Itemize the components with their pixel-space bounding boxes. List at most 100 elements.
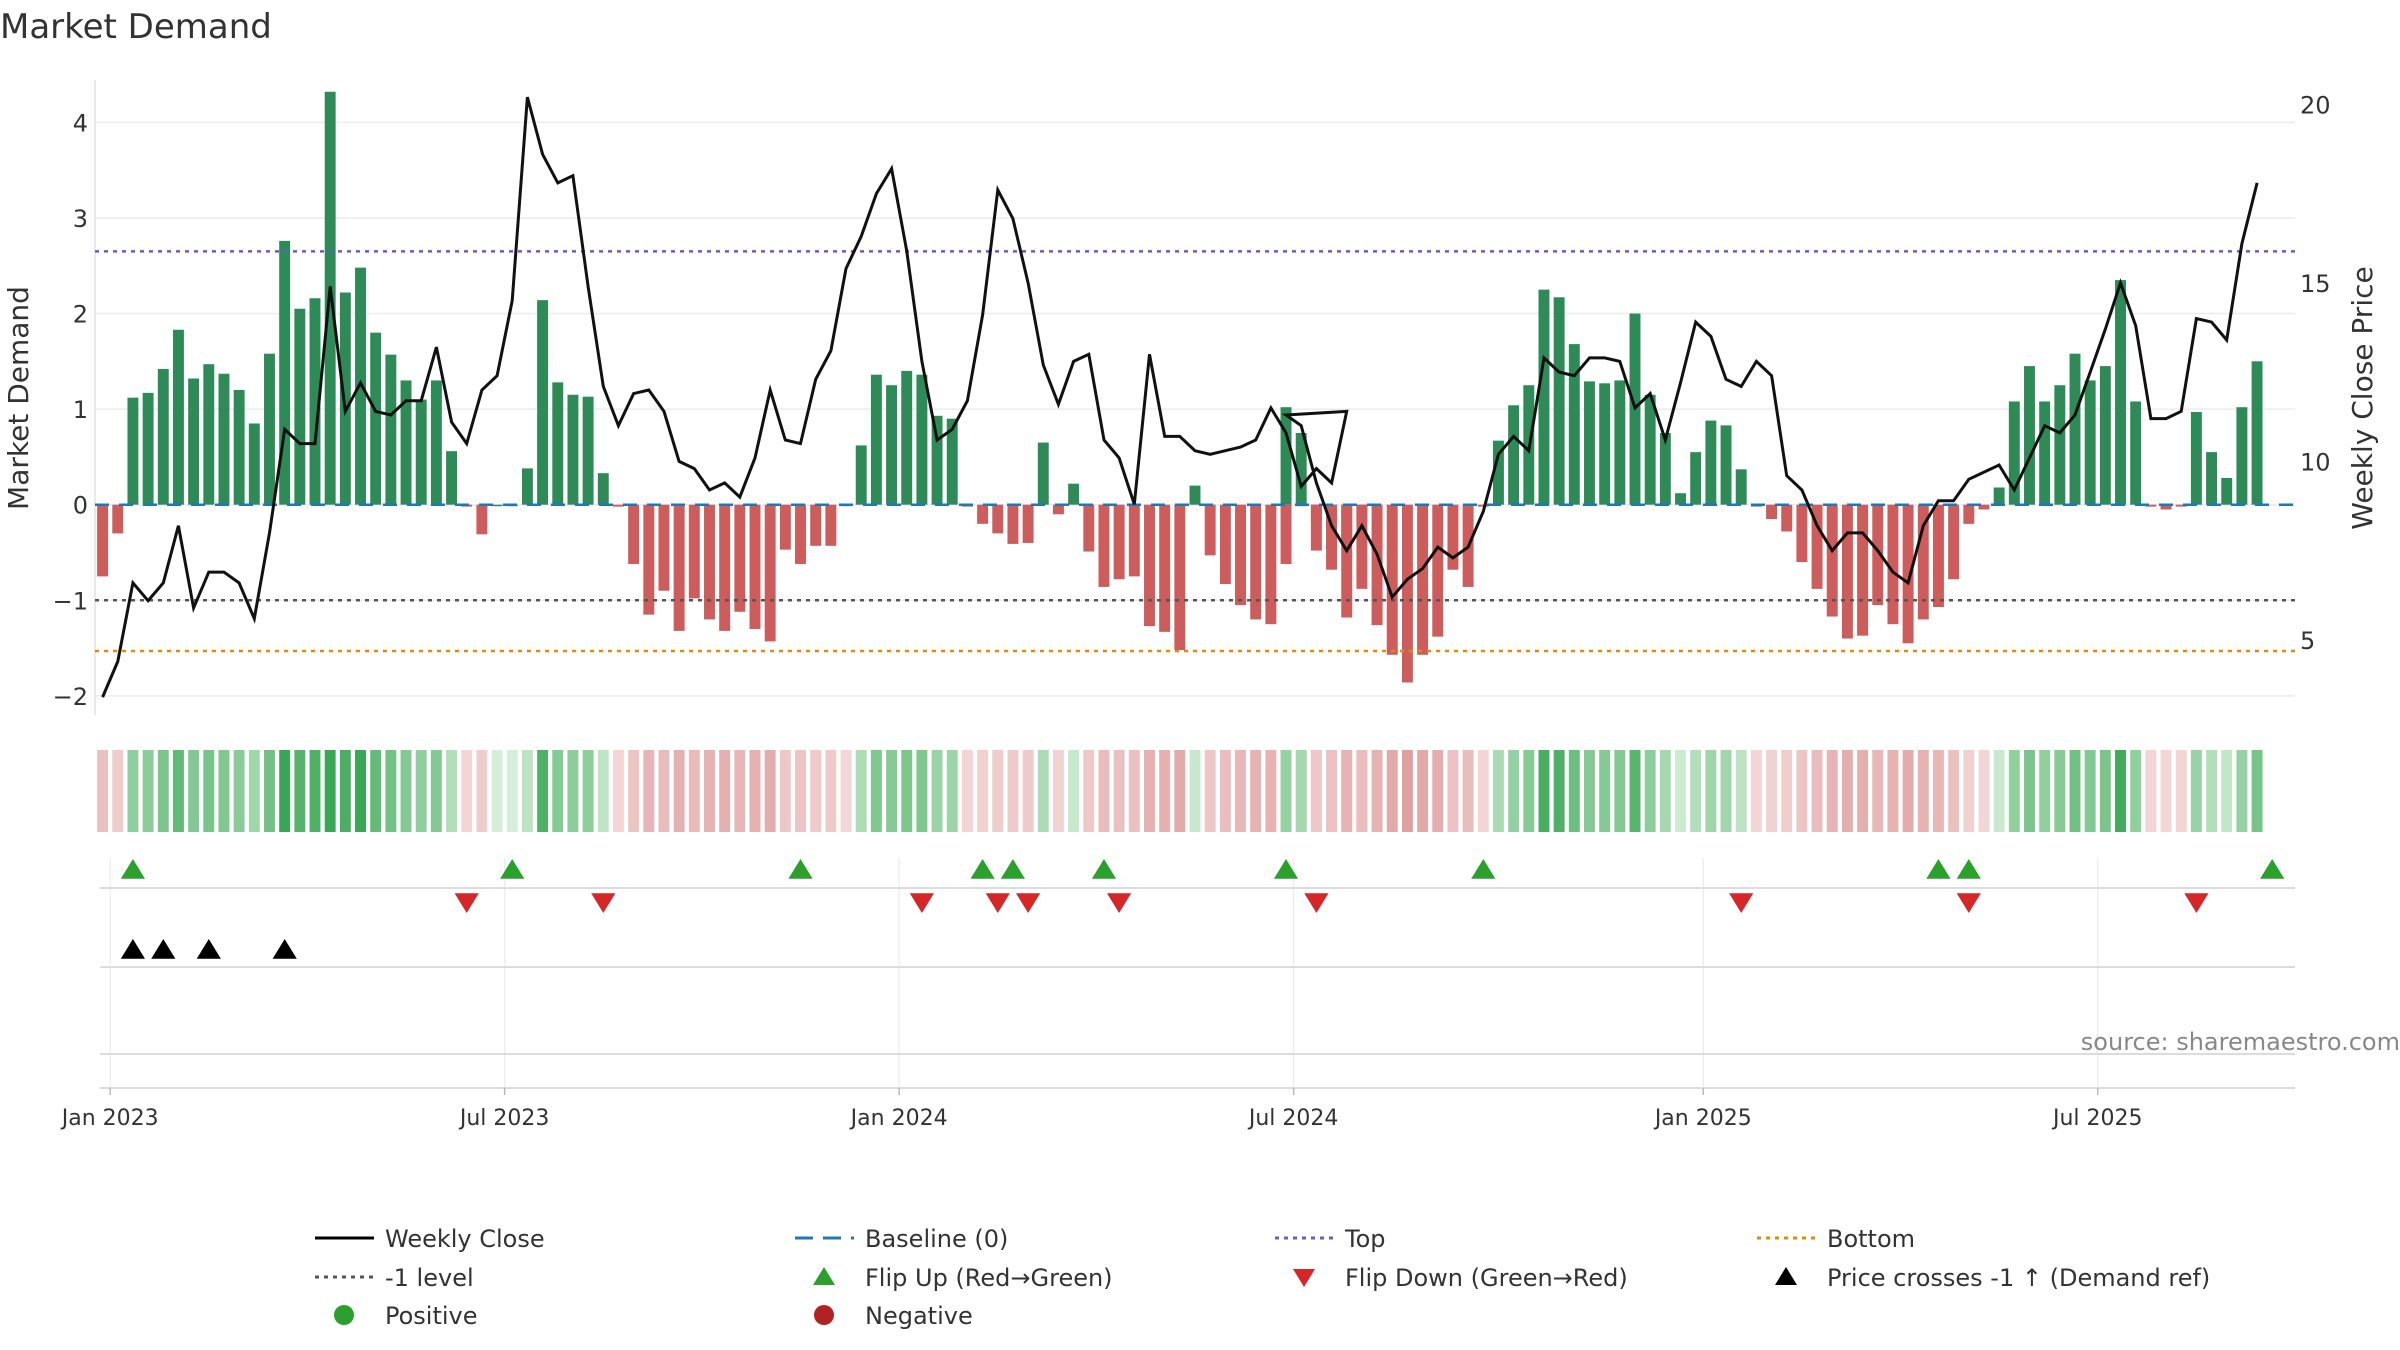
demand-strip-cell bbox=[643, 750, 655, 832]
demand-bar bbox=[1295, 433, 1307, 505]
demand-bar bbox=[1735, 469, 1747, 505]
legend-label: Price crosses -1 ↑ (Demand ref) bbox=[1827, 1264, 2210, 1292]
x-tick-label: Jul 2025 bbox=[2051, 1106, 2143, 1131]
demand-strip-cell bbox=[1553, 750, 1565, 832]
demand-bar bbox=[719, 504, 731, 631]
flip-down-marker bbox=[1304, 893, 1329, 913]
demand-bar bbox=[1417, 504, 1429, 655]
demand-bar bbox=[582, 396, 594, 505]
demand-bars bbox=[97, 91, 2263, 683]
demand-strip-cell bbox=[1265, 750, 1277, 832]
demand-bar bbox=[112, 504, 124, 534]
demand-bar bbox=[931, 415, 943, 505]
demand-bar bbox=[1690, 452, 1702, 505]
demand-strip-cell bbox=[1690, 750, 1702, 832]
demand-strip-cell bbox=[779, 750, 791, 832]
legend-item: Bottom bbox=[1757, 1225, 1915, 1253]
demand-strip-cell bbox=[673, 750, 685, 832]
demand-bar bbox=[385, 354, 397, 505]
demand-strip-cell bbox=[825, 750, 837, 832]
demand-strip-cell bbox=[1447, 750, 1459, 832]
demand-bar bbox=[1280, 504, 1292, 564]
demand-bar bbox=[1614, 380, 1626, 505]
flip-up-marker bbox=[1926, 859, 1951, 879]
demand-strip-cell bbox=[491, 750, 503, 832]
demand-bar bbox=[1386, 504, 1398, 655]
demand-bar bbox=[855, 445, 867, 505]
demand-strip-cell bbox=[1568, 750, 1580, 832]
y-tick-label: 1 bbox=[73, 396, 88, 424]
flip-down-marker bbox=[1107, 893, 1132, 913]
demand-strip-cell bbox=[1659, 750, 1671, 832]
price-cross-marker bbox=[151, 939, 176, 959]
demand-bar bbox=[825, 504, 837, 546]
flip-up-marker bbox=[120, 859, 145, 879]
legend-item: Price crosses -1 ↑ (Demand ref) bbox=[1775, 1264, 2210, 1292]
demand-strip-cell bbox=[2084, 750, 2096, 832]
demand-strip-cell bbox=[855, 750, 867, 832]
demand-strip-cell bbox=[2069, 750, 2081, 832]
demand-strip-cell bbox=[1796, 750, 1808, 832]
demand-bar bbox=[2069, 353, 2081, 505]
demand-bar bbox=[688, 504, 700, 599]
demand-strip-cell bbox=[157, 750, 169, 832]
demand-strip-cell bbox=[1417, 750, 1429, 832]
demand-bar bbox=[1659, 433, 1671, 505]
demand-strip-cell bbox=[1401, 750, 1413, 832]
demand-bar bbox=[992, 504, 1004, 534]
legend-label: -1 level bbox=[385, 1264, 474, 1292]
demand-strip-cell bbox=[1841, 750, 1853, 832]
demand-strip-cell bbox=[476, 750, 488, 832]
demand-strip-cell bbox=[430, 750, 442, 832]
y2-tick-label: 5 bbox=[2300, 627, 2315, 655]
demand-bar bbox=[430, 380, 442, 505]
legend-swatch bbox=[1775, 1267, 1797, 1285]
y-tick-label: 0 bbox=[73, 492, 88, 520]
demand-strip-cell bbox=[1811, 750, 1823, 832]
legend-item: Weekly Close bbox=[315, 1225, 545, 1253]
flip-down-marker bbox=[1016, 893, 1041, 913]
demand-bar bbox=[1857, 504, 1869, 636]
demand-bar bbox=[1128, 504, 1140, 577]
demand-strip-cell bbox=[2115, 750, 2126, 832]
legend-item: Top bbox=[1275, 1225, 1386, 1253]
demand-bar bbox=[1447, 504, 1459, 570]
demand-strip-cell bbox=[719, 750, 731, 832]
demand-bar bbox=[476, 504, 488, 535]
demand-strip-cell bbox=[172, 750, 184, 832]
demand-bar bbox=[612, 504, 624, 507]
demand-strip-cell bbox=[1310, 750, 1322, 832]
demand-bar bbox=[264, 353, 275, 505]
demand-bar bbox=[309, 298, 321, 505]
demand-strip-cell bbox=[1675, 750, 1686, 832]
demand-bar bbox=[1144, 504, 1155, 627]
demand-strip-cell bbox=[279, 750, 291, 832]
demand-bar bbox=[1963, 504, 1975, 524]
y-tick-label: 2 bbox=[73, 301, 88, 329]
demand-bar bbox=[1826, 504, 1838, 617]
demand-strip-cell bbox=[339, 750, 351, 832]
demand-strip-cell bbox=[385, 750, 397, 832]
legend-label: Baseline (0) bbox=[865, 1225, 1008, 1253]
demand-strip-cell bbox=[764, 750, 776, 832]
demand-strip-cell bbox=[1720, 750, 1732, 832]
demand-strip-cell bbox=[400, 750, 412, 832]
demand-bar bbox=[1174, 504, 1186, 650]
demand-strip-cell bbox=[1584, 750, 1595, 832]
legend-label: Positive bbox=[385, 1302, 478, 1330]
demand-strip-cell bbox=[1128, 750, 1140, 832]
demand-bar bbox=[628, 504, 640, 564]
demand-strip-cell bbox=[688, 750, 700, 832]
flip-up-marker bbox=[1000, 859, 1025, 879]
legend-swatch bbox=[814, 1305, 834, 1325]
demand-bar bbox=[1356, 504, 1368, 589]
demand-bar bbox=[916, 374, 928, 505]
demand-strip-cell bbox=[1750, 750, 1762, 832]
demand-bar bbox=[2054, 385, 2066, 505]
legend-item: Positive bbox=[334, 1302, 478, 1330]
y-tick-label: 4 bbox=[73, 109, 88, 137]
price-cross-marker bbox=[120, 939, 145, 959]
demand-strip-cell bbox=[567, 750, 579, 832]
grid-lines bbox=[94, 80, 2295, 1095]
